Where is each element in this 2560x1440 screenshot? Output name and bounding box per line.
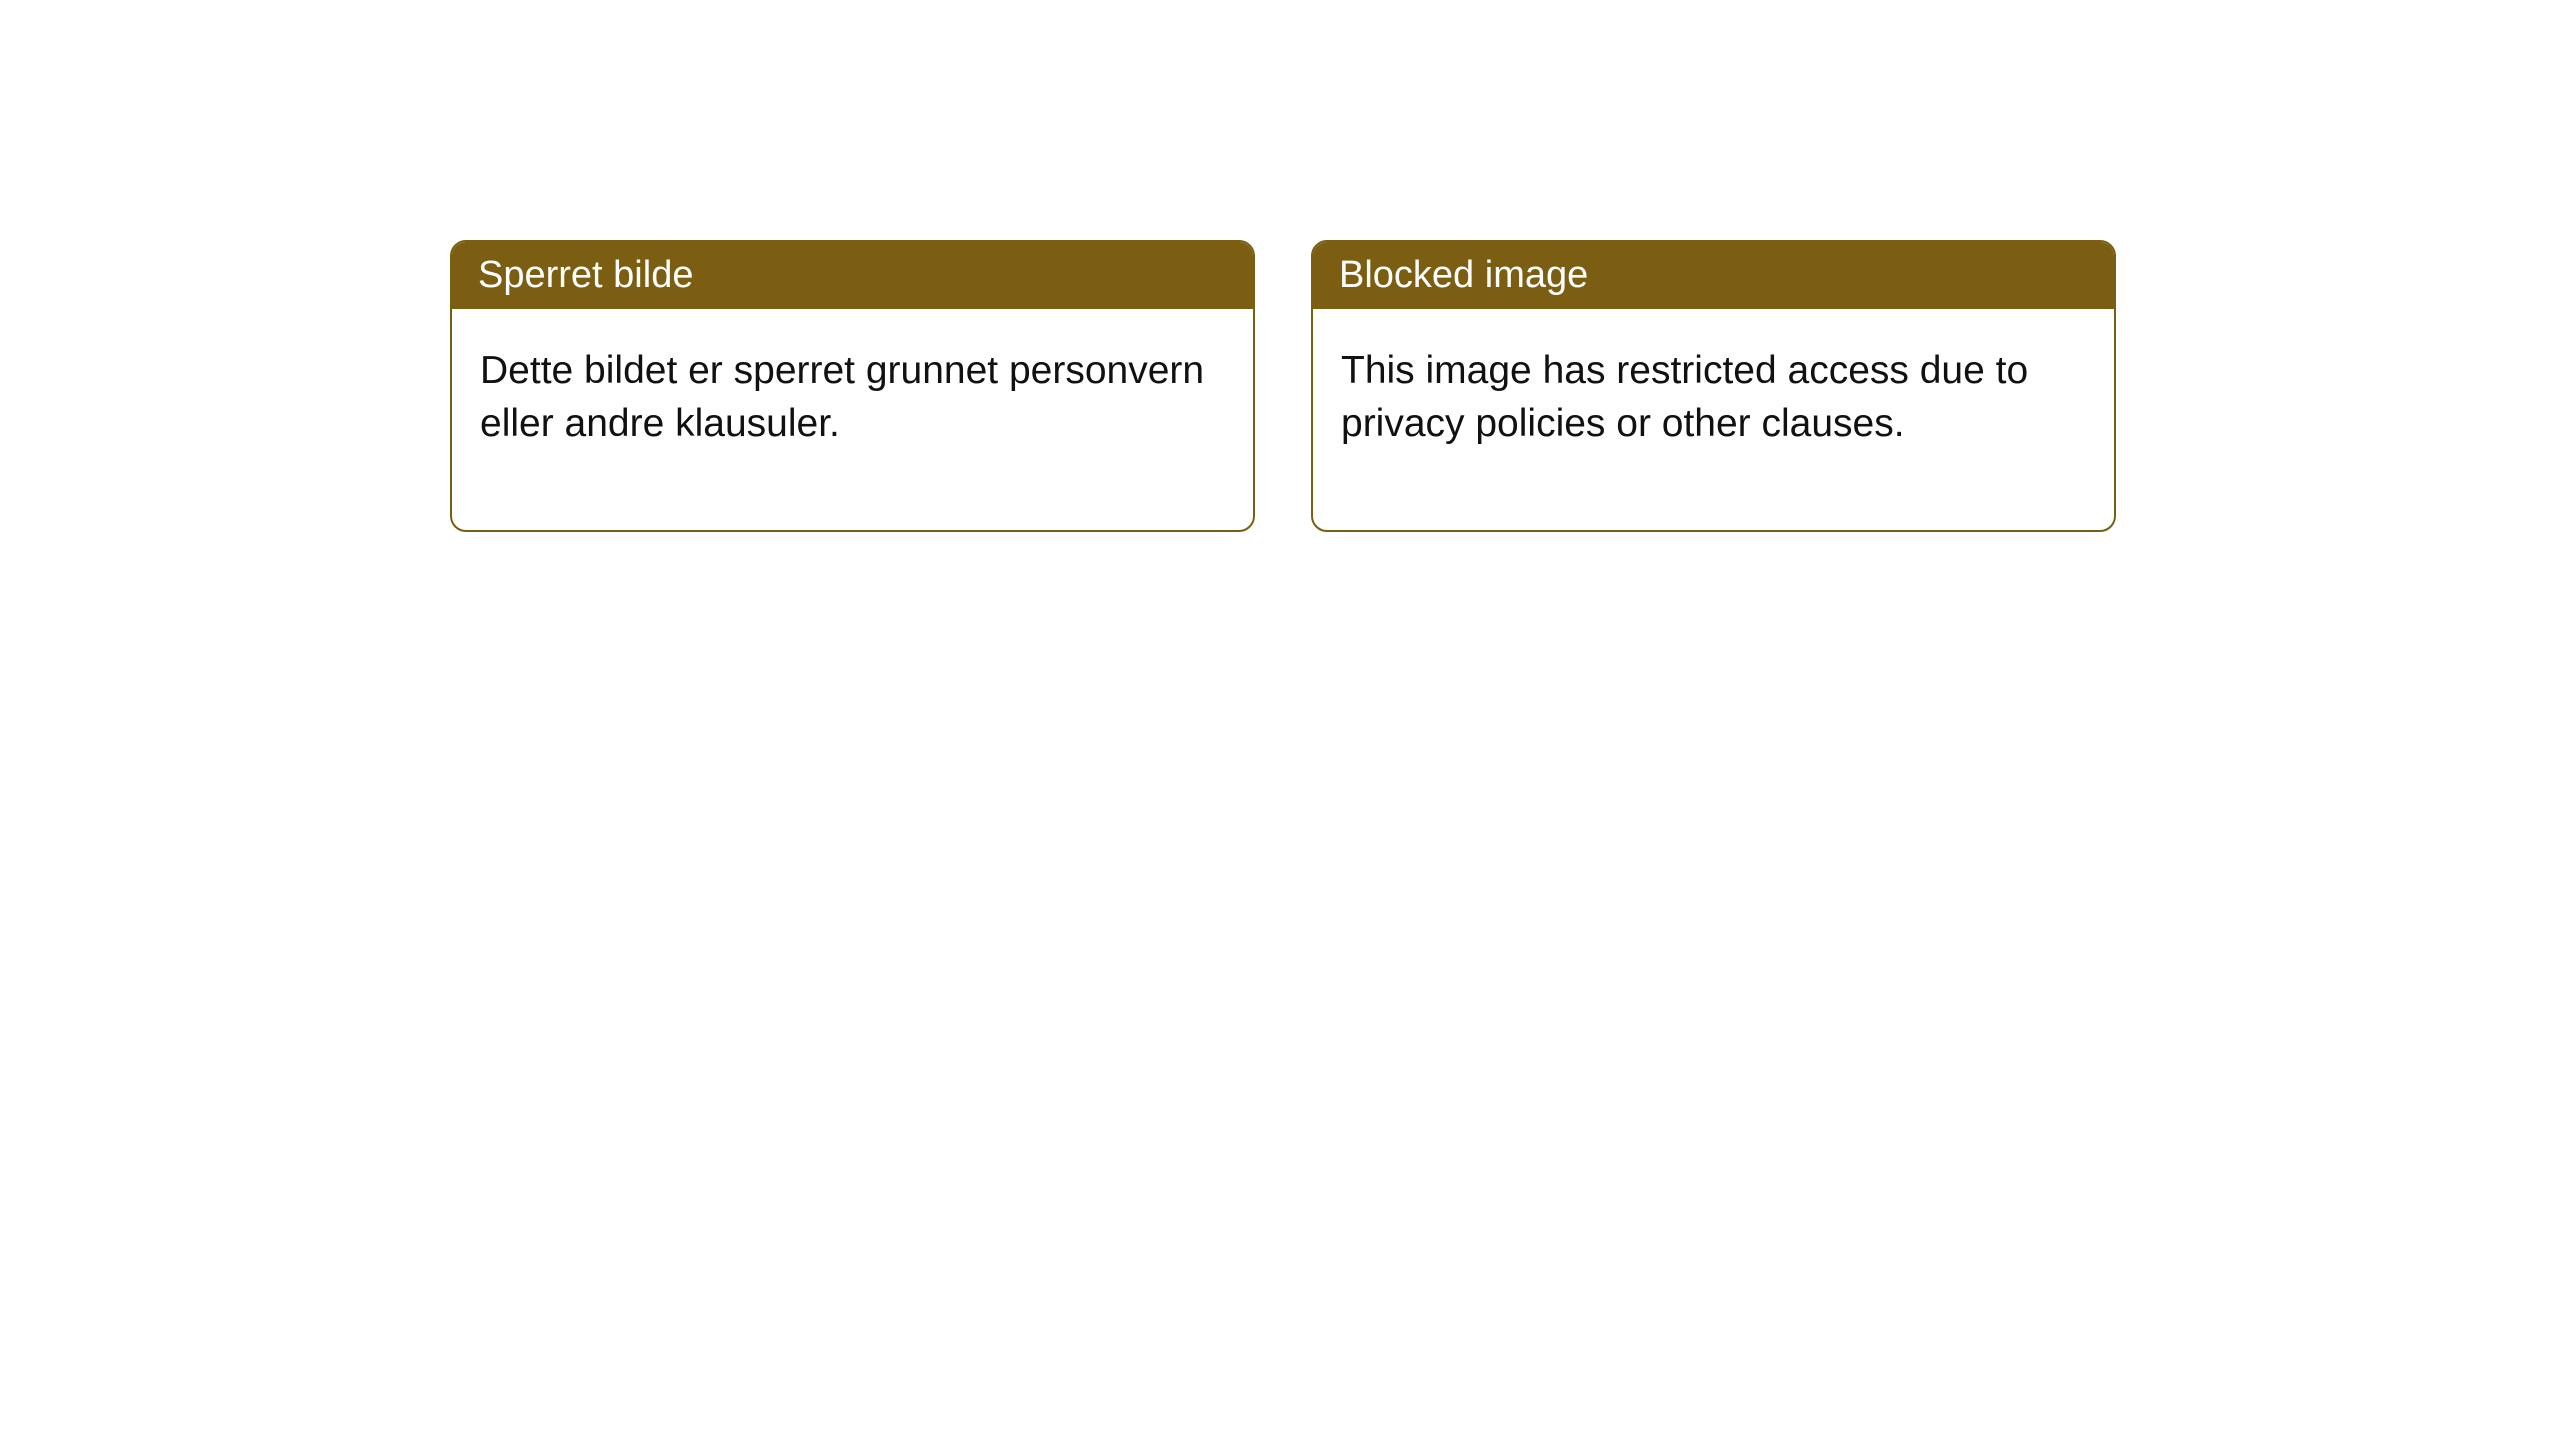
notice-card-norwegian: Sperret bilde Dette bildet er sperret gr… bbox=[450, 240, 1255, 532]
notice-card-header: Sperret bilde bbox=[452, 242, 1253, 309]
notice-cards-container: Sperret bilde Dette bildet er sperret gr… bbox=[0, 0, 2560, 532]
notice-card-body: This image has restricted access due to … bbox=[1313, 309, 2114, 530]
notice-card-english: Blocked image This image has restricted … bbox=[1311, 240, 2116, 532]
notice-card-body: Dette bildet er sperret grunnet personve… bbox=[452, 309, 1253, 530]
notice-card-header: Blocked image bbox=[1313, 242, 2114, 309]
